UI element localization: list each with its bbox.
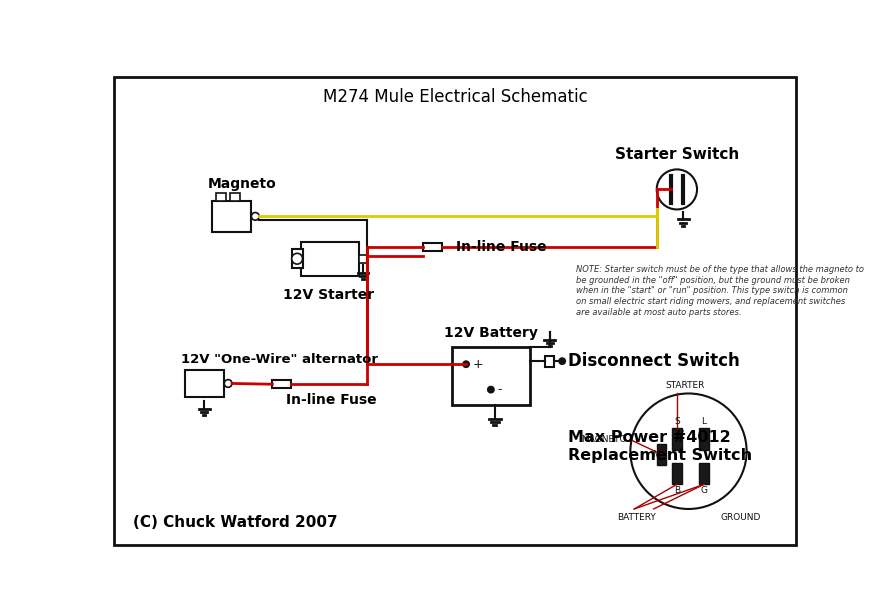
FancyBboxPatch shape <box>700 463 709 484</box>
FancyBboxPatch shape <box>700 428 709 450</box>
FancyBboxPatch shape <box>657 444 666 465</box>
Text: Disconnect Switch: Disconnect Switch <box>568 352 741 370</box>
Text: be grounded in the "off" position, but the ground must be broken: be grounded in the "off" position, but t… <box>576 275 850 285</box>
Circle shape <box>657 169 697 209</box>
Text: 12V "One-Wire" alternator: 12V "One-Wire" alternator <box>180 353 378 366</box>
Circle shape <box>252 213 260 221</box>
FancyBboxPatch shape <box>423 243 442 251</box>
Circle shape <box>488 387 494 393</box>
Circle shape <box>559 358 565 364</box>
Text: Max Power #4012
Replacement Switch: Max Power #4012 Replacement Switch <box>568 431 752 463</box>
FancyBboxPatch shape <box>301 241 359 275</box>
FancyBboxPatch shape <box>185 370 223 397</box>
FancyBboxPatch shape <box>216 193 226 201</box>
FancyBboxPatch shape <box>453 347 530 405</box>
Text: (C) Chuck Watford 2007: (C) Chuck Watford 2007 <box>132 515 338 530</box>
Text: In-line Fuse: In-line Fuse <box>456 240 547 254</box>
Text: BATTERY: BATTERY <box>617 513 656 522</box>
FancyBboxPatch shape <box>272 380 291 388</box>
FancyBboxPatch shape <box>672 428 682 450</box>
Text: B: B <box>674 486 680 495</box>
Text: GROUND: GROUND <box>720 513 761 522</box>
Text: M: M <box>652 450 660 459</box>
FancyBboxPatch shape <box>230 193 240 201</box>
FancyBboxPatch shape <box>359 255 367 262</box>
Text: S: S <box>674 417 680 426</box>
Text: on small electric start riding mowers, and replacement switches: on small electric start riding mowers, a… <box>576 298 845 306</box>
Text: when in the "start" or "run" position. This type switch is common: when in the "start" or "run" position. T… <box>576 286 848 296</box>
Text: -: - <box>498 383 502 396</box>
Circle shape <box>630 394 747 509</box>
Text: Magneto: Magneto <box>208 177 276 191</box>
FancyBboxPatch shape <box>545 356 555 367</box>
Text: STARTER: STARTER <box>665 381 704 390</box>
FancyBboxPatch shape <box>292 249 302 268</box>
Circle shape <box>292 253 302 264</box>
FancyBboxPatch shape <box>212 201 251 232</box>
Text: are available at most auto parts stores.: are available at most auto parts stores. <box>576 308 741 317</box>
Text: MAGNETO: MAGNETO <box>581 435 627 444</box>
Text: L: L <box>701 417 707 426</box>
Text: 12V Starter: 12V Starter <box>283 288 373 302</box>
FancyBboxPatch shape <box>672 463 682 484</box>
Text: M274 Mule Electrical Schematic: M274 Mule Electrical Schematic <box>323 87 588 106</box>
Circle shape <box>224 379 232 387</box>
Text: In-line Fuse: In-line Fuse <box>285 394 376 407</box>
Text: NOTE: Starter switch must be of the type that allows the magneto to: NOTE: Starter switch must be of the type… <box>576 265 864 274</box>
Circle shape <box>463 361 469 367</box>
Text: Starter Switch: Starter Switch <box>615 147 739 161</box>
Text: G: G <box>701 486 708 495</box>
Text: 12V Battery: 12V Battery <box>444 326 538 339</box>
Text: +: + <box>473 358 484 371</box>
